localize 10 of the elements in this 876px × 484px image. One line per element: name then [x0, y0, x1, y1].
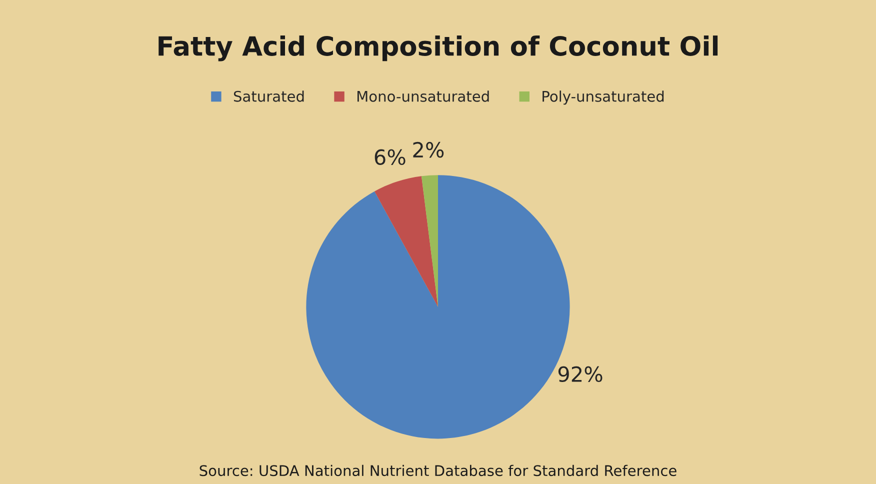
data-label: 2%	[413, 142, 444, 158]
data-label: 92%	[558, 366, 602, 382]
source-note: Source: USDA National Nutrient Database for Standard Reference	[200, 464, 676, 476]
legend-label: Poly-unsaturated	[542, 90, 664, 105]
data-label: 6%	[374, 149, 406, 165]
pie-slice	[374, 176, 438, 307]
chart-title: Fatty Acid Composition of Coconut Oil	[158, 36, 718, 62]
legend-label: Mono-unsaturated	[357, 90, 489, 102]
legend-label: Saturated	[234, 90, 304, 102]
pie-slice	[421, 175, 438, 307]
